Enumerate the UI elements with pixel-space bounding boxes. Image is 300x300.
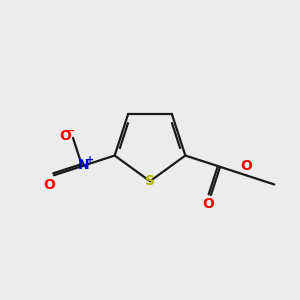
Text: −: − xyxy=(66,126,76,136)
Text: S: S xyxy=(145,174,155,188)
Text: +: + xyxy=(86,154,94,165)
Text: O: O xyxy=(44,178,56,192)
Text: O: O xyxy=(240,159,252,173)
Text: N: N xyxy=(78,158,89,172)
Text: O: O xyxy=(203,197,214,211)
Text: O: O xyxy=(60,129,71,143)
